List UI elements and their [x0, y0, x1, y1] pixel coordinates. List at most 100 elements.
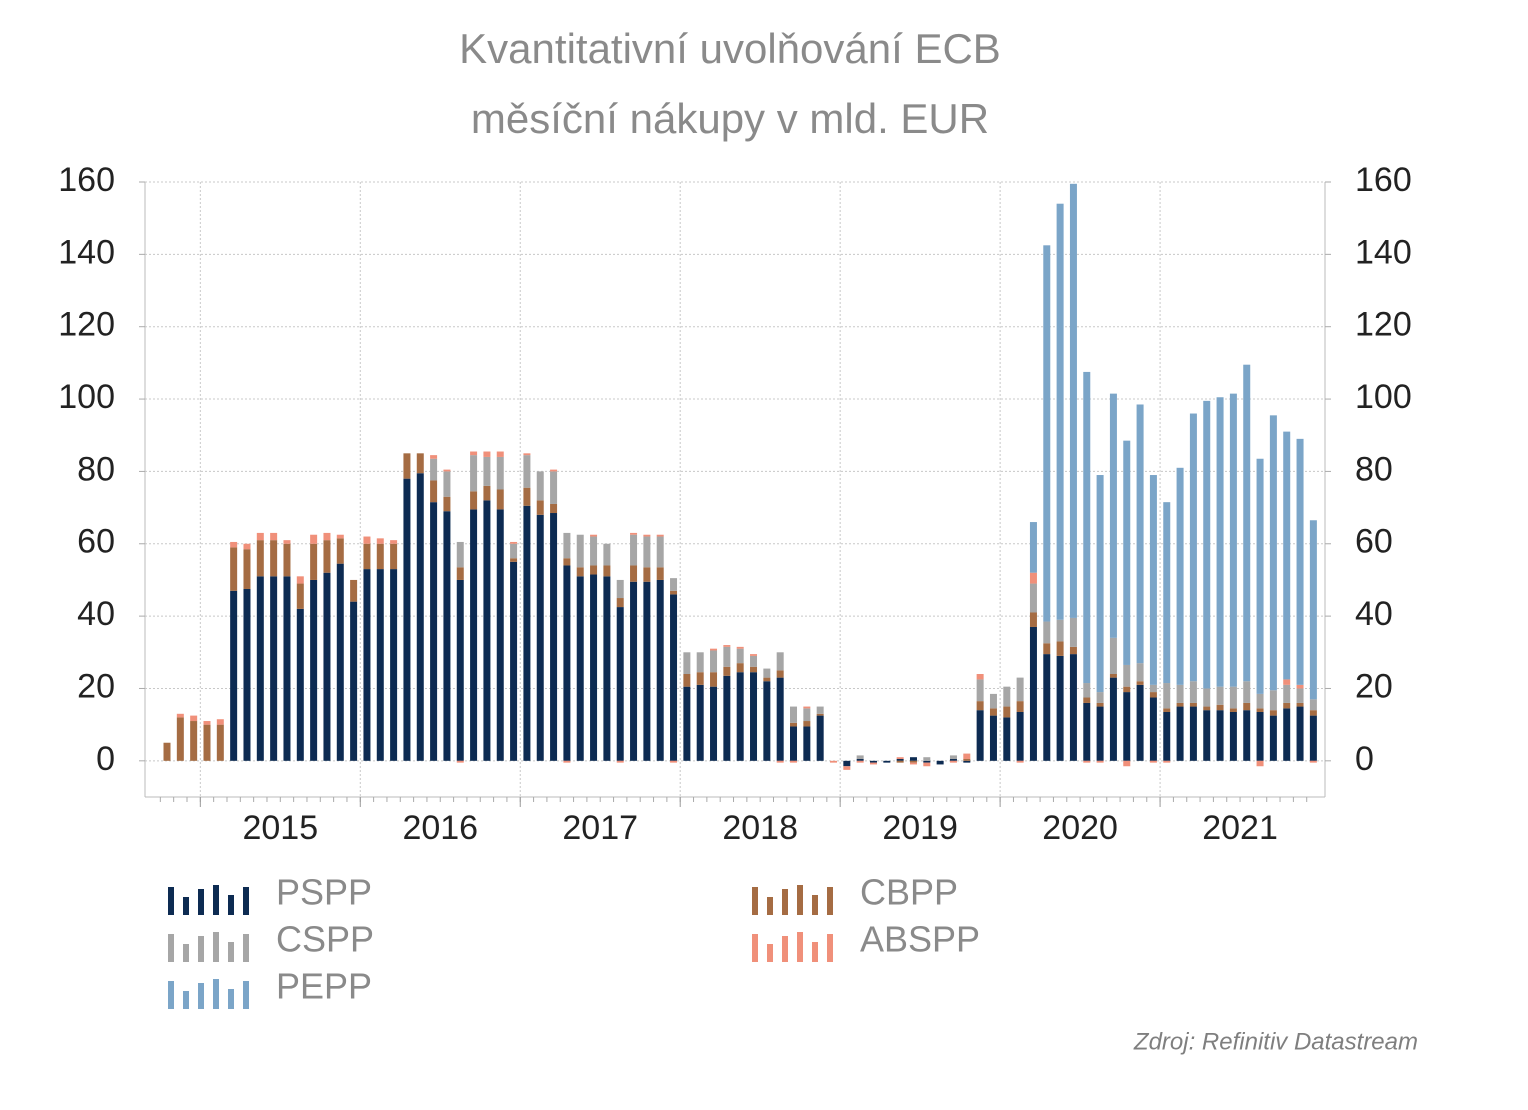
y-tick-label: 40 — [77, 595, 115, 633]
legend-swatch — [168, 934, 174, 962]
bar-segment — [643, 534, 651, 537]
bar-segment — [776, 652, 784, 671]
bar-segment — [483, 485, 491, 501]
legend-label: CBPP — [860, 872, 958, 913]
legend-swatch — [812, 895, 818, 915]
bar-segment — [683, 674, 691, 687]
bar-segment — [1203, 688, 1211, 707]
bar-segment — [643, 536, 651, 568]
bar-segment — [1016, 760, 1024, 763]
bar-segment — [696, 672, 704, 685]
bar-segment — [470, 491, 478, 510]
bar-segment — [670, 590, 678, 595]
bar-segment — [616, 607, 624, 761]
bar-segment — [203, 724, 211, 761]
bar-segment — [1123, 692, 1131, 761]
bar-segment — [856, 759, 864, 761]
bar-segment — [336, 563, 344, 761]
legend-swatch — [243, 934, 249, 962]
bar-segment — [496, 489, 504, 510]
bar-segment — [696, 684, 704, 761]
bar-segment — [510, 561, 518, 761]
bar-segment — [1163, 711, 1171, 761]
bar-segment — [736, 663, 744, 673]
bar-segment — [1069, 183, 1077, 618]
bar-segment — [1109, 393, 1117, 638]
bar-segment — [710, 686, 718, 761]
bar-segment — [163, 742, 171, 761]
bar-segment — [230, 541, 238, 548]
y-tick-label: 80 — [77, 450, 115, 488]
bar-segment — [1003, 686, 1011, 707]
bar-segment — [1229, 393, 1237, 687]
bar-segment — [283, 540, 291, 544]
bar-segment — [1149, 684, 1157, 693]
bar-segment — [670, 578, 678, 591]
bar-segment — [1083, 697, 1091, 703]
bar-segment — [496, 509, 504, 761]
bar-segment — [696, 652, 704, 673]
bar-segment — [590, 574, 598, 761]
bar-segment — [1269, 690, 1277, 711]
legend-swatch — [797, 885, 803, 915]
bar-segment — [843, 760, 851, 767]
bar-segment — [243, 543, 251, 550]
bar-segment — [550, 503, 558, 514]
bar-segment — [230, 547, 238, 591]
bar-segment — [1269, 415, 1277, 691]
bar-segment — [723, 646, 731, 667]
bar-segment — [1283, 679, 1291, 685]
y-tick-label: 120 — [58, 306, 115, 344]
bar-segment — [190, 721, 198, 761]
bar-segment — [550, 513, 558, 761]
bar-segment — [1176, 702, 1184, 707]
legend-swatch — [782, 936, 788, 962]
bar-segment — [830, 760, 837, 763]
bar-segment — [1096, 760, 1104, 763]
bar-segment — [296, 608, 304, 761]
bar-segment — [523, 487, 531, 506]
bar-segment — [1256, 693, 1264, 709]
bar-segment — [1296, 688, 1304, 703]
bar-segment — [1096, 475, 1104, 693]
bar-segment — [590, 536, 598, 566]
bar-segment — [723, 666, 731, 676]
bar-segment — [909, 760, 917, 763]
bar-segment — [510, 541, 518, 544]
bar-segment — [310, 534, 318, 544]
legend-label: ABSPP — [860, 919, 980, 960]
bar-segment — [736, 646, 744, 649]
bar-segment — [496, 456, 504, 490]
bar-segment — [1043, 245, 1051, 622]
bar-segment — [1176, 706, 1184, 761]
bar-segment — [203, 721, 211, 725]
bar-segment — [976, 679, 984, 702]
bar-segment — [523, 505, 531, 761]
legend-swatch — [213, 932, 219, 962]
y2-tick-label: 40 — [1355, 595, 1393, 633]
x-tick-label: 2019 — [882, 809, 958, 847]
bar-segment — [883, 760, 891, 763]
bar-segment — [856, 760, 864, 763]
y-tick-label: 160 — [58, 161, 115, 199]
bar-segment — [1096, 692, 1104, 703]
bar-segment — [310, 579, 318, 761]
legend-swatch — [767, 897, 773, 915]
bar-segment — [1163, 760, 1171, 763]
bar-segment — [710, 672, 718, 687]
bar-segment — [310, 543, 318, 580]
x-tick-label: 2016 — [402, 809, 478, 847]
bar-segment — [803, 706, 811, 709]
bar-segment — [763, 677, 771, 682]
bar-segment — [1256, 458, 1264, 694]
bar-segment — [1149, 475, 1157, 685]
bar-segment — [456, 579, 464, 761]
legend-swatch — [752, 887, 758, 915]
bar-segment — [816, 715, 824, 761]
bar-segment — [1216, 686, 1224, 705]
bar-segment — [416, 453, 424, 474]
bar-segment — [923, 757, 931, 761]
bar-segment — [869, 762, 877, 765]
bar-segment — [656, 579, 664, 761]
bar-segment — [563, 558, 571, 566]
